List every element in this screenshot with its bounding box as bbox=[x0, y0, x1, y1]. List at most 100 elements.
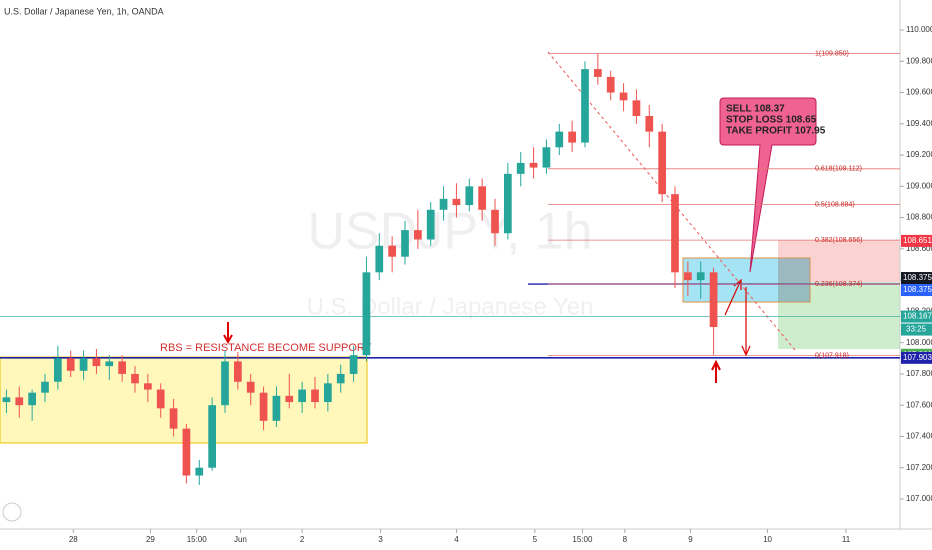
price-badge bbox=[901, 284, 932, 297]
callout-line: TAKE PROFIT 107.95 bbox=[726, 126, 826, 137]
candle-body bbox=[15, 397, 24, 406]
entry-zone-overlap bbox=[778, 258, 810, 302]
candle-body bbox=[92, 358, 101, 367]
y-tick-label: 108.000 bbox=[906, 338, 932, 347]
candle-body bbox=[696, 272, 705, 281]
x-tick-label: 2 bbox=[300, 535, 305, 544]
countdown-label: 33:25 bbox=[906, 325, 927, 334]
countdown-badge bbox=[901, 323, 932, 336]
arrow bbox=[223, 322, 233, 345]
candle-body bbox=[131, 373, 139, 384]
x-tick-label: 15:00 bbox=[187, 535, 208, 544]
candle-body bbox=[542, 147, 551, 168]
x-tick-label: 5 bbox=[533, 535, 538, 544]
price-badge-label: 107.903 bbox=[903, 353, 932, 362]
candle-body bbox=[606, 76, 615, 93]
candle-body bbox=[41, 381, 49, 393]
candle-body bbox=[54, 358, 62, 382]
x-tick-label: Jun bbox=[234, 535, 247, 544]
candle-body bbox=[324, 383, 332, 403]
candle-body bbox=[311, 389, 319, 403]
watermark: USDJPY, 1h bbox=[307, 203, 592, 261]
price-badge bbox=[901, 310, 932, 323]
fib-label: 0.382(108.656) bbox=[815, 237, 862, 244]
candle-body bbox=[375, 245, 384, 273]
candle-body bbox=[169, 408, 178, 429]
candle-body bbox=[388, 245, 396, 257]
candle-body bbox=[671, 194, 679, 273]
callout-line: SELL 108.37 bbox=[726, 104, 785, 115]
x-tick-label: 28 bbox=[69, 535, 78, 544]
candle-body bbox=[594, 69, 602, 77]
y-tick-label: 109.800 bbox=[906, 56, 932, 65]
price-badge bbox=[901, 272, 932, 285]
price-badge-label: 108.375 bbox=[903, 273, 932, 282]
fib-label: 0.236(108.374) bbox=[815, 281, 862, 288]
y-tick-label: 108.800 bbox=[906, 213, 932, 222]
x-tick-label: 29 bbox=[146, 535, 155, 544]
candle-body bbox=[28, 392, 36, 406]
candle-body bbox=[298, 389, 306, 403]
annotation: RBS = RESISTANCE BECOME SUPPORT bbox=[160, 342, 372, 354]
fib-label: 0.618(109.112) bbox=[815, 166, 862, 173]
y-tick-label: 107.200 bbox=[906, 463, 932, 472]
price-badge bbox=[901, 351, 932, 364]
x-tick-label: 8 bbox=[623, 535, 628, 544]
arrow bbox=[711, 359, 721, 383]
candle-body bbox=[208, 405, 216, 468]
fib-label: 0(107.918) bbox=[815, 352, 849, 359]
candle-body bbox=[285, 395, 294, 403]
logo bbox=[2, 502, 22, 522]
x-tick-label: 15:00 bbox=[572, 535, 593, 544]
candle-body bbox=[504, 173, 512, 234]
y-tick-label: 107.800 bbox=[906, 369, 932, 378]
candle-body bbox=[478, 186, 486, 210]
candle-body bbox=[645, 115, 654, 132]
x-tick-label: 11 bbox=[842, 535, 851, 544]
y-tick-label: 109.200 bbox=[906, 150, 932, 159]
arrow bbox=[741, 287, 751, 357]
candle-body bbox=[452, 198, 461, 206]
candle-body bbox=[156, 389, 165, 409]
price-badge-label: 108.375 bbox=[903, 285, 932, 294]
x-tick-label: 4 bbox=[454, 535, 459, 544]
candle-body bbox=[439, 198, 448, 210]
y-tick-label: 109.600 bbox=[906, 88, 932, 97]
candle-body bbox=[182, 428, 191, 476]
candle-body bbox=[709, 272, 718, 328]
price-badge bbox=[901, 234, 932, 247]
candle-body bbox=[684, 272, 692, 281]
x-tick-label: 9 bbox=[688, 535, 693, 544]
fib-label: 0.5(108.884) bbox=[815, 201, 855, 208]
y-tick-label: 108.600 bbox=[906, 244, 932, 253]
y-tick-label: 107.000 bbox=[906, 494, 932, 503]
candle-body bbox=[105, 361, 114, 367]
candle-body bbox=[195, 467, 204, 476]
candle-body bbox=[426, 209, 435, 240]
x-tick-label: 3 bbox=[378, 535, 383, 544]
candle-body bbox=[2, 397, 11, 403]
y-tick-label: 110.000 bbox=[906, 25, 932, 34]
y-tick-label: 107.400 bbox=[906, 432, 932, 441]
candle-body bbox=[581, 69, 589, 143]
candle-body bbox=[491, 209, 499, 234]
candle-body bbox=[234, 361, 242, 382]
candle-body bbox=[401, 230, 409, 257]
candle-body bbox=[516, 162, 525, 174]
price-badge-label: 108.167 bbox=[903, 312, 932, 321]
candle-body bbox=[658, 131, 666, 195]
candle-body bbox=[118, 361, 126, 374]
fib-label: 1(109.850) bbox=[815, 50, 849, 57]
y-tick-label: 109.000 bbox=[906, 181, 932, 190]
candle-body bbox=[259, 392, 268, 421]
candle-body bbox=[66, 358, 75, 371]
candle-body bbox=[555, 131, 564, 148]
candle-body bbox=[336, 373, 345, 384]
x-tick-label: 10 bbox=[763, 535, 772, 544]
candle-body bbox=[529, 162, 538, 168]
chart-title: U.S. Dollar / Japanese Yen, 1h, OANDA bbox=[4, 6, 164, 16]
y-tick-label: 109.400 bbox=[906, 119, 932, 128]
callout bbox=[719, 97, 817, 273]
price-badge-label: 108.651 bbox=[903, 236, 932, 245]
